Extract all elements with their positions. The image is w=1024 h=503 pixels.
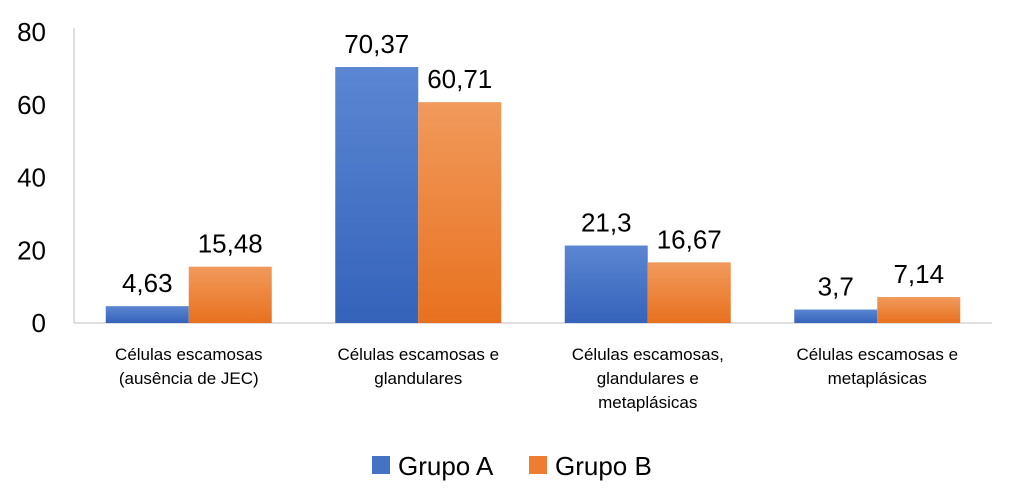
x-category-label: Células escamosas <box>115 345 262 364</box>
bar-grupo-a <box>794 309 878 323</box>
bar-grupo-b <box>418 102 502 323</box>
x-category-label: Células escamosas e <box>337 345 499 364</box>
x-category-label: glandulares e <box>597 369 699 388</box>
bar-grupo-a <box>335 67 419 324</box>
x-category-label: Células escamosas e <box>796 345 958 364</box>
legend-label: Grupo B <box>555 451 652 481</box>
data-label: 21,3 <box>581 208 632 238</box>
y-tick-label: 60 <box>17 90 46 120</box>
y-tick-label: 20 <box>17 235 46 265</box>
x-category-label: (ausência de JEC) <box>119 369 259 388</box>
data-label: 60,71 <box>427 64 492 94</box>
bar-grupo-b <box>877 297 961 323</box>
legend-label: Grupo A <box>398 451 494 481</box>
data-label: 7,14 <box>893 259 944 289</box>
bar-grupo-b <box>647 262 731 323</box>
bar-grupo-a <box>105 306 189 323</box>
data-label: 15,48 <box>198 229 263 259</box>
y-tick-label: 0 <box>32 308 46 338</box>
y-tick-label: 40 <box>17 163 46 193</box>
data-label: 3,7 <box>818 272 854 302</box>
bar-grupo-b <box>188 266 272 323</box>
x-category-label: Células escamosas, <box>572 345 724 364</box>
x-category-label: glandulares <box>374 369 462 388</box>
data-label: 4,63 <box>122 268 173 298</box>
data-label: 16,67 <box>657 224 722 254</box>
data-label: 70,37 <box>344 29 409 59</box>
x-category-label: metaplásicas <box>598 393 697 412</box>
plot-area: 0 20 40 60 80 4,63 15,48 Células escamosas (ausê… <box>17 17 992 481</box>
legend-swatch-grupo-b <box>529 456 547 474</box>
bar-grupo-a <box>564 245 648 323</box>
y-tick-label: 80 <box>17 17 46 47</box>
x-category-label: metaplásicas <box>828 369 927 388</box>
legend-swatch-grupo-a <box>372 456 390 474</box>
